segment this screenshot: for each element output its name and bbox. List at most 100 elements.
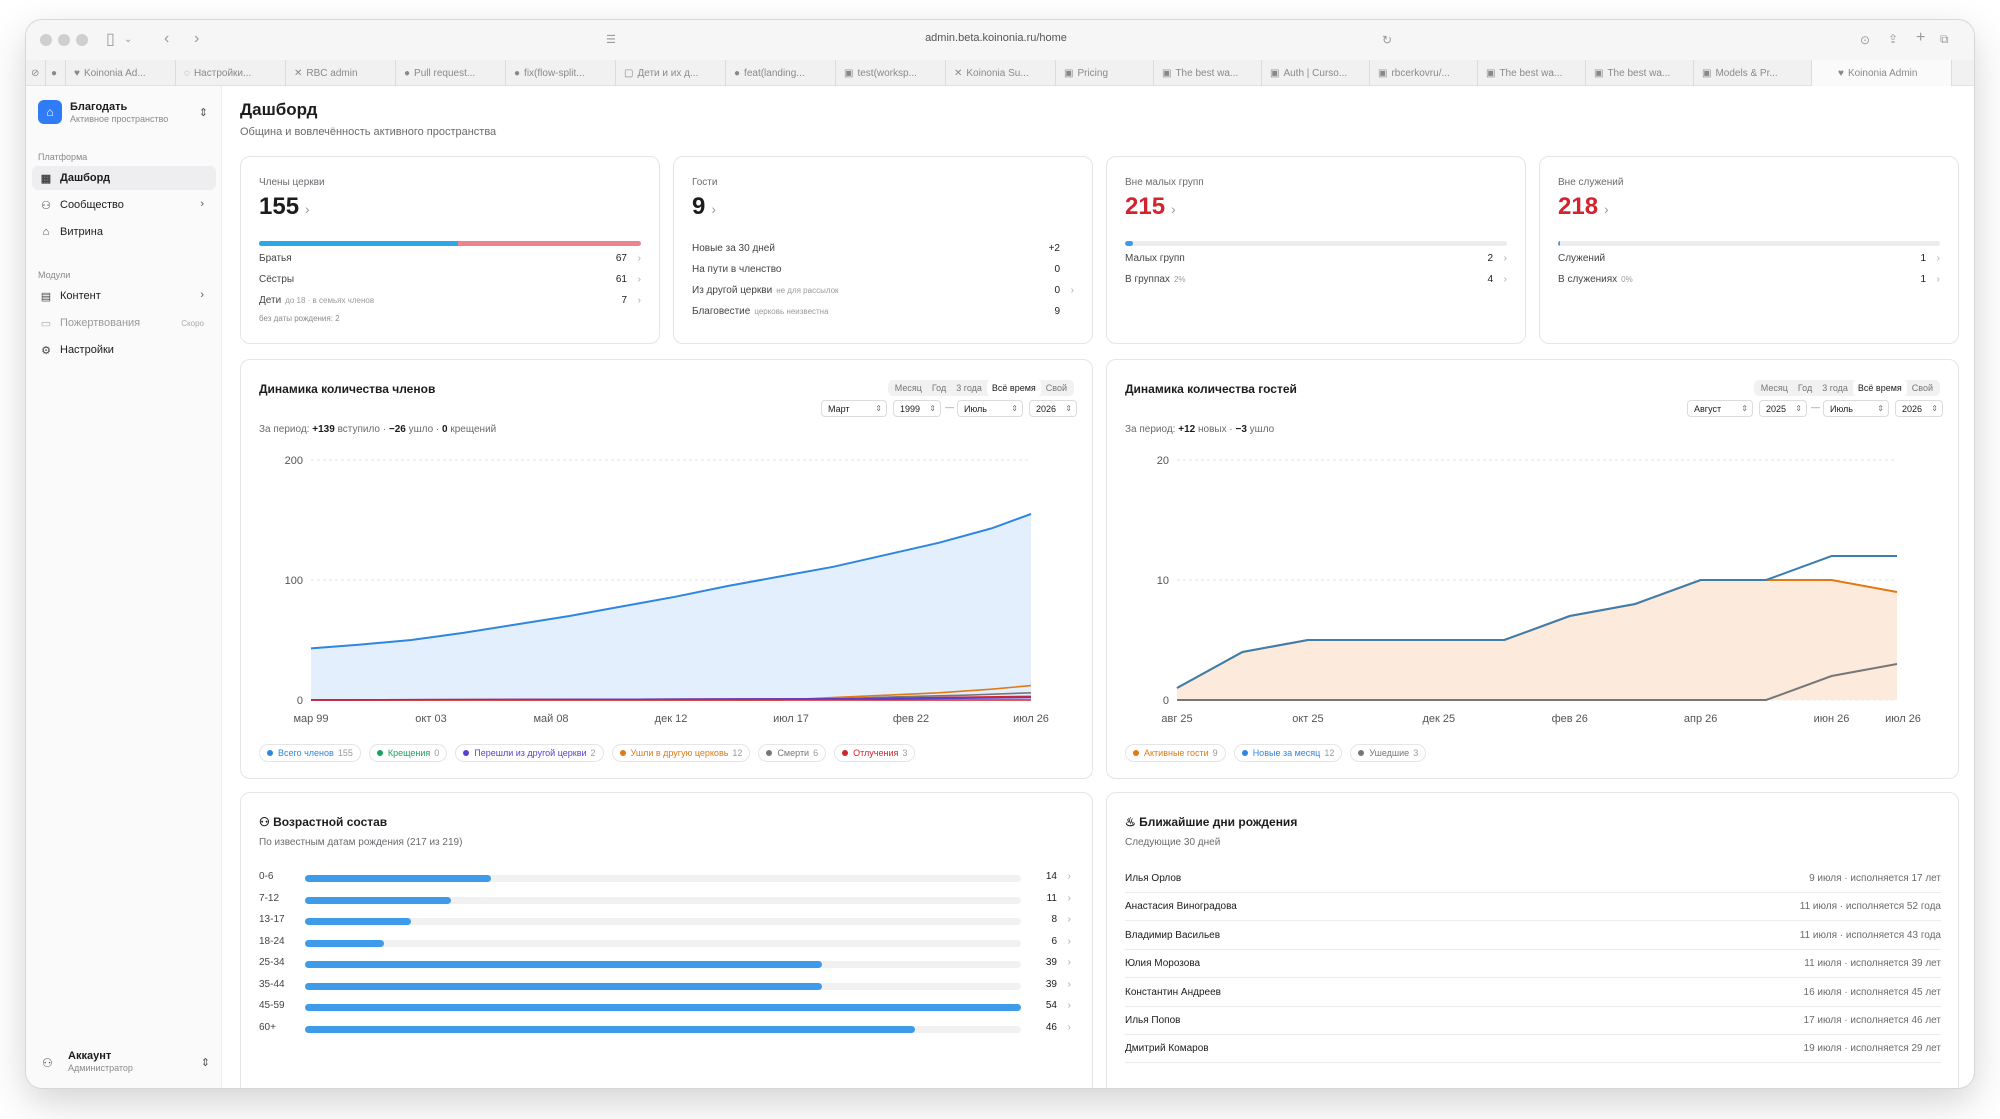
age-row[interactable]: 25-34 39 › bbox=[259, 957, 1071, 971]
range-all-time[interactable]: Всё время bbox=[1852, 380, 1907, 396]
browser-tab[interactable]: ▢ Дети и их д... bbox=[616, 60, 726, 86]
to-month-select[interactable]: Июль ⇕ bbox=[1823, 400, 1889, 417]
browser-tab[interactable]: ▣ The best wa... bbox=[1154, 60, 1262, 86]
browser-tab-active[interactable]: ♥ Koinonia Admin bbox=[1812, 60, 1952, 86]
legend-item[interactable]: Новые за месяц 12 bbox=[1233, 744, 1343, 762]
kpi-value-link[interactable]: 218 › bbox=[1558, 193, 1609, 220]
browser-tab[interactable]: ♥ Koinonia Ad... bbox=[66, 60, 176, 86]
range-segmented-control: Месяц Год 3 года Всё время Свой bbox=[1753, 380, 1940, 396]
kpi-row-link[interactable]: Братья 67 › bbox=[259, 253, 641, 264]
age-row[interactable]: 7-12 11 › bbox=[259, 893, 1071, 907]
workspace-switcher[interactable]: ⌂ Благодать Активное пространство ⇕ bbox=[38, 98, 208, 128]
browser-tab[interactable]: ◌ Настройки... bbox=[176, 60, 286, 86]
chevron-down-icon[interactable]: ⌄ bbox=[124, 34, 133, 45]
to-year-select[interactable]: 2026 ⇕ bbox=[1895, 400, 1943, 417]
account-menu[interactable]: ⚇ Аккаунт Администратор ⇕ bbox=[38, 1048, 210, 1078]
site-settings-icon[interactable]: ☰ bbox=[606, 34, 616, 46]
legend-item[interactable]: Крещения 0 bbox=[368, 744, 448, 762]
legend-item[interactable]: Всего членов 155 bbox=[259, 744, 361, 762]
from-month-select[interactable]: Март ⇕ bbox=[821, 400, 887, 417]
to-year-select[interactable]: 2026 ⇕ bbox=[1029, 400, 1077, 417]
birthday-row[interactable]: Илья Орлов 9 июля · исполняется 17 лет bbox=[1125, 865, 1941, 893]
browser-tab[interactable]: ▣ rbcerkovru/... bbox=[1370, 60, 1478, 86]
forward-icon[interactable]: › bbox=[194, 30, 200, 47]
from-year-select[interactable]: 2025 ⇕ bbox=[1759, 400, 1807, 417]
age-row[interactable]: 35-44 39 › bbox=[259, 979, 1071, 993]
github-icon[interactable]: ● bbox=[46, 60, 66, 86]
from-year-select[interactable]: 1999 ⇕ bbox=[893, 400, 941, 417]
legend-item[interactable]: Перешли из другой церкви 2 bbox=[455, 744, 604, 762]
birthday-row[interactable]: Илья Попов 17 июля · исполняется 46 лет bbox=[1125, 1007, 1941, 1035]
age-row[interactable]: 13-17 8 › bbox=[259, 914, 1071, 928]
address-bar[interactable]: admin.beta.koinonia.ru/home bbox=[925, 32, 1067, 44]
range-3-years[interactable]: 3 года bbox=[956, 383, 982, 393]
content-icon: ▤ bbox=[40, 290, 52, 303]
downloads-icon[interactable]: ⊙ bbox=[1860, 33, 1871, 47]
range-custom[interactable]: Свой bbox=[1045, 383, 1067, 393]
range-year[interactable]: Год bbox=[931, 383, 947, 393]
range-all-time[interactable]: Всё время bbox=[986, 380, 1041, 396]
kpi-row-link[interactable]: В группах 2% 4 › bbox=[1125, 274, 1507, 285]
kpi-row-link[interactable]: Сёстры 61 › bbox=[259, 274, 641, 285]
age-bar-fill bbox=[305, 1004, 1021, 1011]
age-row[interactable]: 0-6 14 › bbox=[259, 871, 1071, 885]
close-window-button[interactable] bbox=[40, 34, 52, 46]
age-row[interactable]: 45-59 54 › bbox=[259, 1000, 1071, 1014]
kpi-value-link[interactable]: 215 › bbox=[1125, 193, 1176, 220]
age-row[interactable]: 18-24 6 › bbox=[259, 936, 1071, 950]
birthday-row[interactable]: Юлия Морозова 11 июля · исполняется 39 ле… bbox=[1125, 950, 1941, 979]
kpi-row-link[interactable]: Служений 1 › bbox=[1558, 253, 1940, 264]
range-month[interactable]: Месяц bbox=[1760, 383, 1788, 393]
sidebar-item-community[interactable]: ⚇ Сообщество › bbox=[32, 193, 216, 217]
to-month-select[interactable]: Июль ⇕ bbox=[957, 400, 1023, 417]
pinned-tab-icon[interactable]: ⊘ bbox=[26, 60, 46, 86]
range-month[interactable]: Месяц bbox=[894, 383, 922, 393]
legend-item[interactable]: Ушедшие 3 bbox=[1350, 744, 1427, 762]
sidebar-item-dashboard[interactable]: ▦ Дашборд bbox=[32, 166, 216, 190]
kpi-value-link[interactable]: 155 › bbox=[259, 193, 310, 220]
legend-item[interactable]: Отлучения 3 bbox=[834, 744, 916, 762]
minimize-window-button[interactable] bbox=[58, 34, 70, 46]
browser-tab[interactable]: ● Pull request... bbox=[396, 60, 506, 86]
legend-item[interactable]: Смерти 6 bbox=[758, 744, 827, 762]
browser-tab[interactable]: ▣ The best wa... bbox=[1478, 60, 1586, 86]
kpi-value-link[interactable]: 9 › bbox=[692, 193, 717, 220]
tab-overview-icon[interactable]: ⧉ bbox=[1940, 32, 1949, 46]
browser-tab[interactable]: ▣ Auth | Curso... bbox=[1262, 60, 1370, 86]
legend-item[interactable]: Активные гости 9 bbox=[1125, 744, 1226, 762]
kpi-row-link[interactable]: В служениях 0% 1 › bbox=[1558, 274, 1940, 285]
browser-tab[interactable]: ▣ Pricing bbox=[1056, 60, 1154, 86]
from-month-select[interactable]: Август ⇕ bbox=[1687, 400, 1753, 417]
legend-item[interactable]: Ушли в другую церковь 12 bbox=[611, 744, 751, 762]
birthday-row[interactable]: Константин Андреев 16 июля · исполняется … bbox=[1125, 979, 1941, 1007]
legend-label: Активные гости bbox=[1144, 748, 1209, 758]
range-year[interactable]: Год bbox=[1797, 383, 1813, 393]
x-tick-label: авг 25 bbox=[1161, 713, 1192, 725]
users-icon: ⚇ bbox=[41, 199, 51, 212]
sidebar-item-content[interactable]: ▤ Контент › bbox=[32, 284, 216, 308]
browser-tab[interactable]: ● fix(flow-split... bbox=[506, 60, 616, 86]
sidebar-toggle-icon[interactable]: ▯ bbox=[106, 31, 115, 48]
browser-tab[interactable]: ✕ Koinonia Su... bbox=[946, 60, 1056, 86]
new-tab-icon[interactable]: + bbox=[1916, 29, 1926, 46]
browser-tab[interactable]: ✕ RBC admin bbox=[286, 60, 396, 86]
range-3-years[interactable]: 3 года bbox=[1822, 383, 1848, 393]
sidebar-item-settings[interactable]: ⚙ Настройки bbox=[32, 338, 216, 362]
kpi-row-link[interactable]: Дети до 18 · в семьях членов 7 › bbox=[259, 295, 641, 306]
share-icon[interactable]: ⇪ bbox=[1888, 32, 1899, 46]
age-row[interactable]: 60+ 46 › bbox=[259, 1022, 1071, 1036]
birthday-row[interactable]: Дмитрий Комаров 19 июля · исполняется 29 … bbox=[1125, 1035, 1941, 1064]
kpi-row-link[interactable]: Из другой церкви не для рассылок 0 › bbox=[692, 285, 1074, 296]
birthday-row[interactable]: Владимир Васильев 11 июля · исполняется 4… bbox=[1125, 922, 1941, 950]
zoom-window-button[interactable] bbox=[76, 34, 88, 46]
back-icon[interactable]: ‹ bbox=[164, 30, 170, 47]
browser-tab[interactable]: ▣ test(worksp... bbox=[836, 60, 946, 86]
browser-tab[interactable]: ● feat(landing... bbox=[726, 60, 836, 86]
reload-icon[interactable]: ↻ bbox=[1382, 33, 1393, 47]
birthday-row[interactable]: Анастасия Виноградова 11 июля · исполняет… bbox=[1125, 893, 1941, 922]
sidebar-item-storefront[interactable]: ⌂ Витрина bbox=[32, 220, 216, 244]
kpi-row-link[interactable]: Малых групп 2 › bbox=[1125, 253, 1507, 264]
range-custom[interactable]: Свой bbox=[1911, 383, 1933, 393]
browser-tab[interactable]: ▣ Models & Pr... bbox=[1694, 60, 1812, 86]
browser-tab[interactable]: ▣ The best wa... bbox=[1586, 60, 1694, 86]
